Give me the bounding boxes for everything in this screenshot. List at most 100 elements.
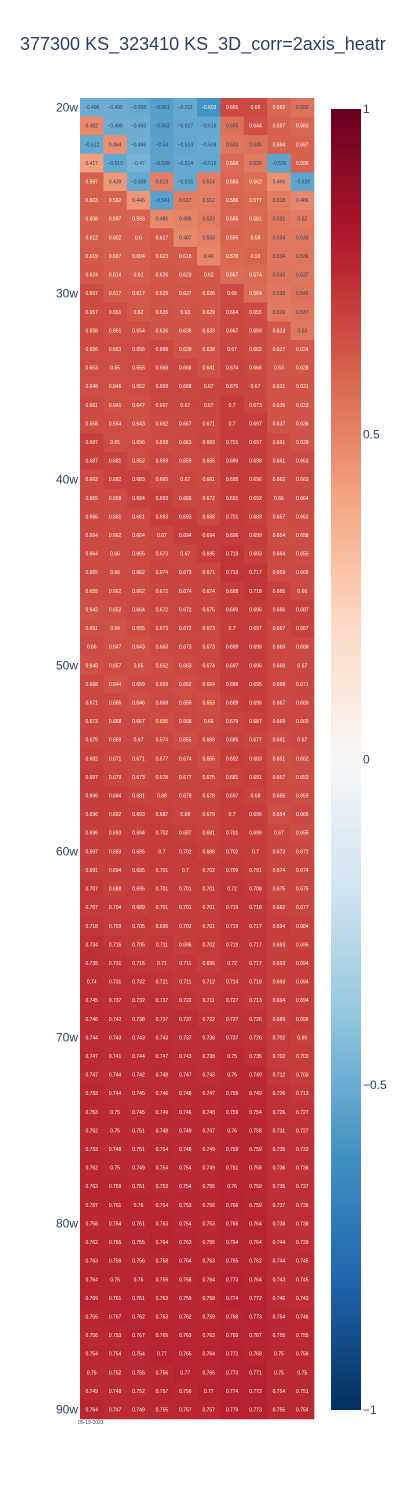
heatmap-cell — [80, 916, 104, 936]
heatmap-cell — [267, 1270, 291, 1290]
heatmap-cell-label: 0.608 — [85, 217, 98, 223]
heatmap-cell-label: 0.752 — [132, 1389, 145, 1395]
heatmap-cell-label: −0.495 — [107, 105, 123, 111]
heatmap-cell-label: 0.747 — [202, 1128, 215, 1134]
heatmap-cell-label: 0.75 — [227, 1073, 237, 1079]
heatmap-cell — [220, 767, 245, 787]
heatmap-cell-label: 0.464 — [109, 142, 122, 148]
heatmap-cell — [197, 339, 221, 359]
heatmap-cell — [290, 525, 315, 545]
heatmap-cell-label: 0.664 — [132, 533, 145, 539]
heatmap-cell-label: 0.754 — [179, 1221, 192, 1227]
heatmap-cell-label: 0.75 — [297, 1370, 307, 1376]
heatmap-cell-label: 0.755 — [109, 1240, 122, 1246]
heatmap-cell-label: 0.744 — [273, 1259, 286, 1265]
heatmap-cell-label: 0.759 — [109, 1259, 122, 1265]
heatmap-cell-label: 0.756 — [202, 1203, 215, 1209]
heatmap-cell — [103, 935, 128, 955]
heatmap-cell-label: −0.496 — [84, 105, 100, 111]
heatmap-cell-label: 0.526 — [273, 310, 286, 316]
heatmap-cell — [126, 879, 151, 899]
heatmap-cell-label: 0.639 — [179, 347, 192, 353]
heatmap-cell-label: 0.75 — [274, 1370, 284, 1376]
heatmap-cell — [197, 1288, 221, 1308]
heatmap-cell-label: 0.76 — [227, 1184, 237, 1190]
heatmap-cell — [103, 153, 128, 173]
heatmap-cell — [103, 1325, 128, 1345]
heatmap-cell-label: −0.495 — [107, 124, 123, 130]
heatmap-cell-label: 0.718 — [85, 924, 98, 930]
heatmap-cell — [150, 972, 174, 992]
heatmap-cell-label: 0.617 — [109, 291, 122, 297]
heatmap-cell-label: 0.743 — [109, 1035, 122, 1041]
heatmap-cell — [150, 153, 174, 173]
heatmap-cell — [267, 153, 291, 173]
heatmap-cell — [220, 358, 245, 378]
heatmap-cell-label: 0.742 — [109, 1017, 122, 1023]
heatmap-cell — [150, 730, 174, 750]
heatmap-cell — [197, 116, 221, 136]
heatmap-cell — [220, 432, 245, 452]
heatmap-cell-label: 0.756 — [296, 1352, 309, 1358]
heatmap-cell — [290, 805, 315, 824]
heatmap-cell — [243, 172, 268, 192]
heatmap-cell-label: 0.682 — [273, 905, 286, 911]
heatmap-cell-label: 0.762 — [132, 1314, 145, 1320]
heatmap-cell-label: 0.618 — [179, 254, 192, 260]
heatmap-cell — [290, 1325, 315, 1345]
heatmap-cell-label: 0.696 — [249, 477, 262, 483]
heatmap-cell — [80, 209, 104, 229]
heatmap-cell — [103, 805, 128, 824]
heatmap-cell-label: 0.574 — [249, 273, 262, 279]
heatmap-cell — [126, 953, 151, 973]
heatmap-cell — [150, 98, 174, 117]
heatmap-cell — [173, 935, 198, 955]
heatmap-cell — [290, 135, 315, 155]
heatmap-cell-label: 0.771 — [249, 1370, 262, 1376]
heatmap-cell-label: 0.68 — [251, 794, 261, 800]
heatmap-cell-label: 0.722 — [202, 1017, 215, 1023]
heatmap-cell — [243, 1046, 268, 1066]
heatmap-cell-label: 0.682 — [85, 756, 98, 762]
heatmap-cell-label: 0.758 — [249, 1166, 262, 1172]
heatmap-cell — [267, 1363, 291, 1383]
heatmap-cell-label: 0.698 — [249, 459, 262, 465]
heatmap-cell-label: 0.721 — [156, 980, 169, 986]
heatmap-cell-label: 0.446 — [132, 198, 145, 204]
heatmap-cell-label: 0.67 — [180, 552, 190, 558]
heatmap-cell — [80, 395, 104, 415]
heatmap-cell-label: 0.753 — [202, 1221, 215, 1227]
heatmap-cell — [103, 1270, 128, 1290]
heatmap-cell — [243, 377, 268, 396]
heatmap-cell-label: 0.749 — [202, 1147, 215, 1153]
heatmap-cell-label: 0.737 — [179, 1017, 192, 1023]
heatmap-cell — [267, 581, 291, 601]
heatmap-cell-label: 0.656 — [202, 756, 215, 762]
heatmap-cell-label: 0.664 — [85, 533, 98, 539]
heatmap-cell — [267, 1307, 291, 1327]
heatmap-cell — [103, 135, 128, 155]
heatmap-cell — [150, 805, 174, 824]
heatmap-cell — [243, 991, 268, 1010]
heatmap-cell-label: 0.747 — [85, 1073, 98, 1079]
heatmap-cell-label: 0.617 — [156, 235, 169, 241]
heatmap-cell-label: 0.747 — [85, 1054, 98, 1060]
heatmap-cell-label: 0.624 — [85, 273, 98, 279]
heatmap-cell-label: 0.652 — [132, 384, 145, 390]
heatmap-cell — [267, 1121, 291, 1141]
heatmap-cell — [80, 991, 104, 1010]
heatmap-cell — [103, 1288, 128, 1308]
heatmap-cell — [173, 544, 198, 564]
heatmap-cell — [80, 1381, 104, 1401]
heatmap-cell-label: 0.651 — [85, 626, 98, 632]
heatmap-cell — [126, 98, 151, 117]
heatmap-cell — [243, 153, 268, 173]
heatmap-cell — [103, 1214, 128, 1234]
heatmap-cell-label: 0.633 — [202, 328, 215, 334]
heatmap-cell-label: 0.708 — [249, 887, 262, 893]
heatmap-cell — [267, 451, 291, 471]
heatmap-cell — [267, 730, 291, 750]
heatmap-cell — [173, 1363, 198, 1383]
heatmap-cell-label: 0.758 — [202, 1296, 215, 1302]
heatmap-cell-label: 0.753 — [85, 1091, 98, 1097]
